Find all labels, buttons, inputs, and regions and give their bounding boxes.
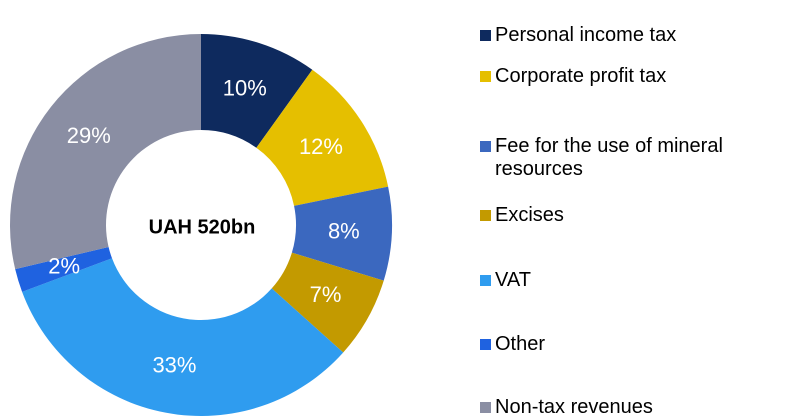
legend-label: Fee for the use of mineral resources [495, 135, 723, 180]
donut-segment [22, 258, 344, 416]
legend-entry: Personal income tax [480, 24, 792, 47]
data-label: 12% [299, 134, 343, 159]
legend-label: Corporate profit tax [495, 65, 667, 87]
legend-entry: Excises [480, 204, 792, 227]
legend-swatch [480, 141, 491, 152]
data-label: 33% [152, 352, 196, 377]
data-label: 7% [310, 282, 342, 307]
center-label: UAH 520bn [149, 216, 256, 238]
donut-segment [15, 246, 113, 292]
legend-label: Other [495, 333, 546, 355]
data-label: 29% [67, 123, 111, 148]
donut-segment [291, 186, 393, 281]
legend-swatch [480, 71, 491, 82]
legend-swatch [480, 402, 491, 413]
legend-entry: Non-tax revenues [480, 396, 792, 417]
data-label: 2% [48, 253, 80, 278]
donut-segment [256, 69, 389, 206]
legend-entry: Corporate profit tax [480, 65, 792, 88]
legend-label: Personal income tax [495, 24, 677, 46]
legend-swatch [480, 275, 491, 286]
legend-swatch [480, 30, 491, 41]
donut-segment [271, 252, 384, 353]
legend-label: Excises [495, 204, 564, 226]
donut-segment [10, 34, 201, 270]
legend-swatch [480, 339, 491, 350]
data-label: 10% [223, 76, 267, 101]
legend-label: Non-tax revenues [495, 396, 653, 417]
data-label: 8% [328, 218, 360, 243]
legend-entry: Other [480, 333, 792, 356]
legend-swatch [480, 210, 491, 221]
legend-label: VAT [495, 269, 531, 291]
legend-entry: Fee for the use of mineral resources [480, 135, 792, 181]
legend-entry: VAT [480, 269, 792, 292]
donut-chart: UAH 520bn 10% 12% 8% 7% 33% 2% 29% [10, 34, 393, 416]
donut-segment [201, 34, 313, 148]
